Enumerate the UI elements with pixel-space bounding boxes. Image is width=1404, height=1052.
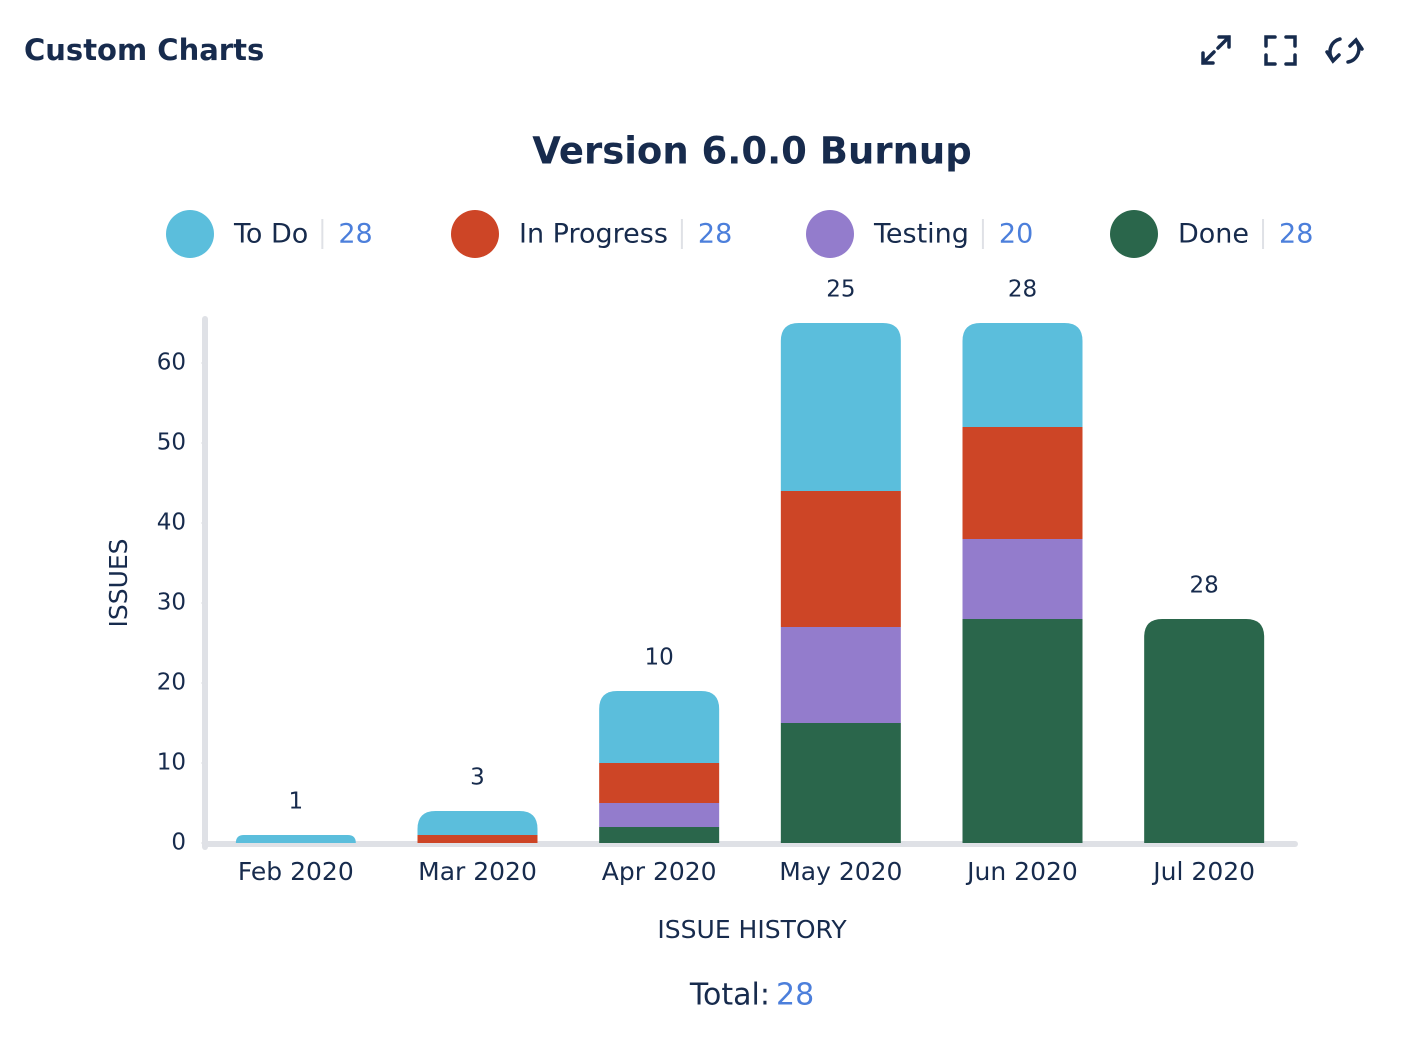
x-tick-label: Jun 2020 bbox=[965, 857, 1078, 886]
bar-segment bbox=[235, 835, 356, 843]
legend-count: 28 bbox=[698, 219, 732, 250]
chart-title: Version 6.0.0 Burnup bbox=[532, 130, 971, 173]
y-tick-label: 50 bbox=[157, 430, 186, 456]
bar-segment bbox=[599, 803, 720, 827]
y-tick-label: 60 bbox=[157, 350, 186, 376]
bar-label: 3 bbox=[470, 765, 485, 791]
x-tick-label: Feb 2020 bbox=[238, 857, 354, 886]
y-axis-label: ISSUES bbox=[104, 538, 133, 627]
legend-swatch bbox=[806, 210, 854, 258]
bar-label: 28 bbox=[1190, 573, 1219, 599]
bar-label: 25 bbox=[826, 277, 855, 303]
bar-segment bbox=[599, 691, 720, 763]
total-label: Total: bbox=[689, 978, 770, 1013]
legend-label: To Do bbox=[233, 219, 308, 250]
bar-segment bbox=[780, 323, 901, 491]
x-tick-label: May 2020 bbox=[779, 857, 902, 886]
y-tick-label: 0 bbox=[171, 830, 186, 856]
y-tick-label: 20 bbox=[157, 670, 186, 696]
bar-segment bbox=[599, 827, 720, 843]
legend-count: 28 bbox=[338, 219, 372, 250]
bar-segment bbox=[417, 811, 538, 835]
legend-swatch bbox=[166, 210, 214, 258]
bar-segment bbox=[962, 427, 1083, 539]
x-tick-label: Mar 2020 bbox=[418, 857, 537, 886]
bar-segment bbox=[780, 627, 901, 723]
legend-label: Done bbox=[1178, 219, 1249, 250]
x-tick-label: Jul 2020 bbox=[1151, 857, 1255, 886]
bar-segment bbox=[780, 723, 901, 843]
y-tick-label: 10 bbox=[157, 750, 186, 776]
legend-label: In Progress bbox=[519, 219, 668, 250]
legend-label: Testing bbox=[873, 219, 969, 250]
y-tick-label: 30 bbox=[157, 590, 186, 616]
legend-swatch bbox=[1110, 210, 1158, 258]
bar-segment bbox=[962, 619, 1083, 843]
widget-title: Custom Charts bbox=[24, 33, 264, 67]
bar-segment bbox=[599, 763, 720, 803]
x-axis-label: ISSUE HISTORY bbox=[657, 915, 847, 944]
fullscreen-icon[interactable] bbox=[1264, 35, 1297, 66]
legend-count: 28 bbox=[1279, 219, 1313, 250]
toolbar bbox=[1201, 35, 1364, 66]
minimize-icon[interactable] bbox=[1201, 35, 1231, 65]
bar-segment bbox=[780, 491, 901, 627]
total-value: 28 bbox=[776, 978, 814, 1013]
bar-segment bbox=[1144, 619, 1265, 843]
y-tick-label: 40 bbox=[157, 510, 186, 536]
bar-label: 1 bbox=[289, 789, 304, 815]
legend-count: 20 bbox=[999, 219, 1033, 250]
bar-label: 10 bbox=[645, 645, 674, 671]
bar-segment bbox=[962, 323, 1083, 427]
bar-label: 28 bbox=[1008, 277, 1037, 303]
x-tick-label: Apr 2020 bbox=[602, 857, 717, 886]
refresh-icon[interactable] bbox=[1325, 37, 1364, 64]
bar-segment bbox=[962, 539, 1083, 619]
bar-segment bbox=[417, 835, 538, 843]
legend-swatch bbox=[451, 210, 499, 258]
